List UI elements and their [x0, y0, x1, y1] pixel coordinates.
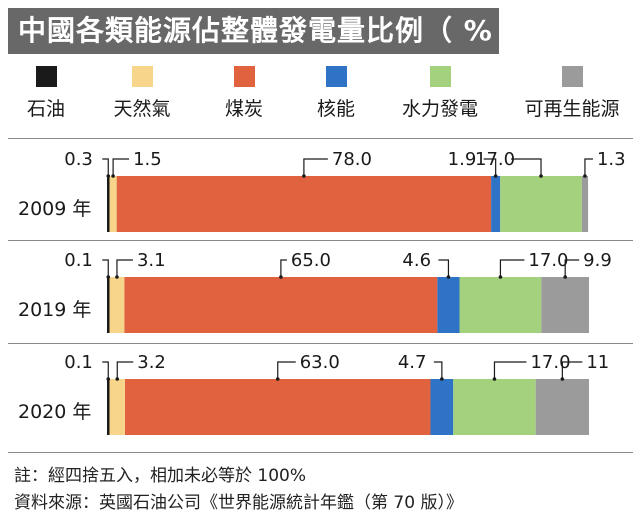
leader-line-1-3: [438, 259, 450, 277]
leader-line-0-5: [584, 158, 593, 176]
bar-0-4: [500, 176, 582, 232]
legend-swatch-4: [430, 66, 451, 87]
value-label-1-1: 3.1: [137, 250, 166, 271]
leader-dot-2-1: [115, 377, 120, 381]
legend-swatch-5: [562, 66, 583, 87]
value-label-2-0: 0.1: [64, 352, 93, 373]
year-label-1: 2019 年: [18, 299, 92, 321]
value-label-2-2: 63.0: [300, 352, 340, 373]
bar-0-5: [581, 176, 589, 232]
leader-line-1-0: [102, 259, 109, 277]
leader-line-1-2: [280, 259, 287, 277]
leader-dot-2-4: [492, 377, 497, 381]
value-label-0-3: 1.9: [448, 149, 477, 170]
leader-line-2-0: [102, 361, 109, 379]
divider-2020: [8, 343, 633, 344]
bar-2-5: [535, 379, 590, 435]
bar-2-4: [453, 379, 536, 435]
leader-dot-2-5: [560, 377, 565, 381]
value-label-0-5: 1.3: [597, 149, 626, 170]
value-label-1-5: 9.9: [583, 250, 612, 271]
leader-dot-0-5: [583, 174, 587, 178]
bar-1-3: [437, 277, 460, 333]
leader-dot-0-4: [539, 174, 543, 178]
leader-line-1-1: [116, 259, 133, 277]
legend-label-3: 核能: [316, 98, 355, 120]
chart-title: 中國各類能源佔整體發電量比例（ % ）: [18, 14, 533, 47]
value-label-1-4: 17.0: [528, 250, 568, 271]
leader-line-1-5: [564, 259, 580, 277]
bar-1-2: [124, 277, 438, 333]
value-label-0-0: 0.3: [64, 149, 93, 170]
bar-1-1: [109, 277, 125, 333]
leader-line-0-2: [303, 158, 328, 176]
legend-label-1: 天然氣: [113, 98, 171, 120]
bar-0-3: [491, 176, 501, 232]
year-label-0: 2009 年: [18, 198, 92, 220]
divider-bottom: [8, 452, 633, 453]
value-label-1-0: 0.1: [64, 250, 93, 271]
leader-line-0-0: [102, 158, 109, 176]
bar-1-4: [459, 277, 542, 333]
bar-0-2: [116, 176, 492, 232]
leader-line-0-1: [112, 158, 130, 176]
leader-dot-0-3: [493, 174, 498, 178]
leader-dot-0-2: [302, 174, 306, 178]
value-label-0-1: 1.5: [133, 149, 162, 170]
bar-2-1: [109, 379, 126, 435]
leader-dot-0-0: [106, 174, 111, 178]
leader-line-2-4: [493, 361, 527, 379]
value-label-0-4: 17.0: [475, 149, 515, 170]
leader-dot-1-2: [279, 275, 283, 279]
legend-label-0: 石油: [26, 98, 65, 120]
divider-top: [8, 138, 633, 139]
bar-0-1: [109, 176, 117, 232]
bar-2-3: [430, 379, 454, 435]
leader-dot-1-0: [106, 275, 111, 279]
leader-line-2-1: [116, 361, 134, 379]
bar-1-0: [107, 277, 110, 333]
leader-dot-1-5: [563, 275, 567, 279]
legend-swatch-0: [36, 66, 57, 87]
value-label-2-1: 3.2: [137, 352, 166, 373]
leader-line-0-3: [483, 158, 497, 176]
value-label-1-3: 4.6: [402, 250, 431, 271]
leader-line-2-3: [433, 361, 443, 379]
divider-2019: [8, 240, 633, 241]
footnote: 註：經四捨五入，相加未必等於 100%: [14, 466, 307, 486]
value-label-2-3: 4.7: [398, 352, 427, 373]
legend-label-2: 煤炭: [224, 98, 263, 120]
source-note: 資料來源：英國石油公司《世界能源統計年鑑（第 70 版）》: [14, 493, 463, 513]
leader-dot-1-1: [115, 275, 119, 279]
value-label-0-2: 78.0: [332, 149, 372, 170]
leader-dot-2-0: [106, 377, 111, 381]
leader-dot-0-1: [111, 174, 115, 178]
leader-line-2-2: [277, 361, 296, 379]
bar-1-5: [541, 277, 590, 333]
leader-line-0-4: [511, 158, 542, 176]
value-label-2-5: 11: [586, 352, 609, 373]
value-label-2-4: 17.0: [530, 352, 570, 373]
bar-0-0: [107, 176, 110, 232]
leader-dot-1-3: [446, 275, 451, 279]
leader-dot-2-2: [275, 377, 280, 381]
value-label-1-2: 65.0: [291, 250, 331, 271]
legend-swatch-3: [326, 66, 347, 87]
leader-dot-2-3: [440, 377, 444, 381]
bar-2-2: [125, 379, 431, 435]
title-bar: 中國各類能源佔整體發電量比例（ % ）: [8, 8, 532, 54]
legend-label-4: 水力發電: [401, 98, 478, 120]
legend-swatch-1: [132, 66, 153, 87]
leader-dot-1-4: [498, 275, 503, 279]
bar-2-0: [107, 379, 110, 435]
legend-swatch-2: [234, 66, 255, 87]
legend-label-5: 可再生能源: [524, 98, 620, 120]
leader-line-1-4: [499, 259, 525, 277]
year-label-2: 2020 年: [18, 401, 92, 423]
leader-line-2-5: [561, 361, 583, 379]
